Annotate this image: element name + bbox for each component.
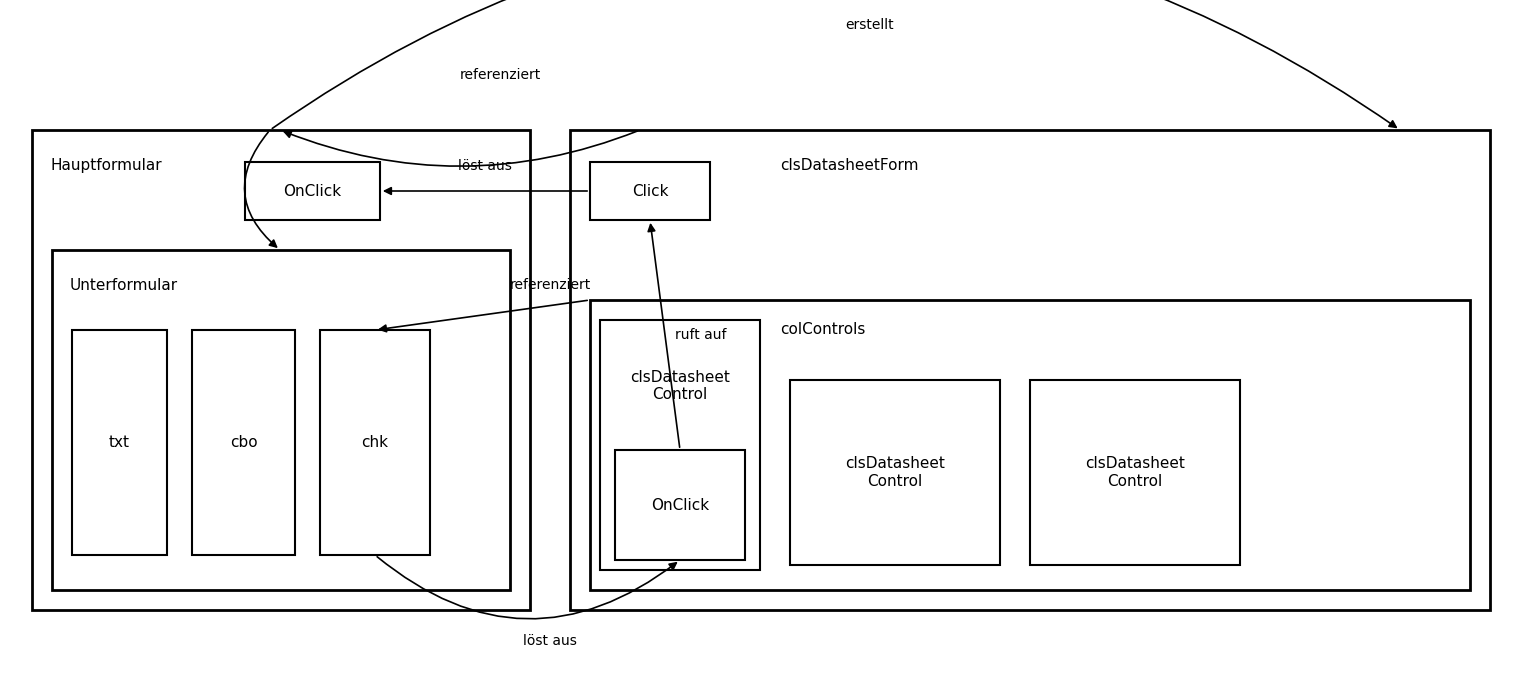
Text: clsDatasheet
Control: clsDatasheet Control [844, 456, 945, 489]
Text: referenziert: referenziert [460, 68, 541, 82]
Bar [244, 162, 380, 220]
Text: clsDatasheetForm: clsDatasheetForm [780, 158, 919, 173]
Bar [192, 330, 295, 555]
Text: löst aus: löst aus [458, 159, 512, 173]
Text: Click: Click [632, 184, 669, 199]
Bar [615, 450, 745, 560]
Bar [1031, 380, 1240, 565]
Bar [72, 330, 166, 555]
Text: Hauptformular: Hauptformular [50, 158, 162, 173]
Bar [589, 162, 710, 220]
Text: löst aus: löst aus [524, 634, 577, 648]
Bar [570, 130, 1490, 610]
Bar [789, 380, 1000, 565]
Text: cbo: cbo [229, 435, 258, 450]
Text: chk: chk [362, 435, 388, 450]
Bar [589, 300, 1471, 590]
Bar [321, 330, 431, 555]
Text: erstellt: erstellt [846, 18, 895, 32]
Text: clsDatasheet
Control: clsDatasheet Control [1086, 456, 1185, 489]
Text: Unterformular: Unterformular [70, 278, 179, 293]
Bar [600, 320, 760, 570]
Text: ruft auf: ruft auf [675, 328, 727, 342]
Text: OnClick: OnClick [651, 497, 709, 513]
Text: colControls: colControls [780, 322, 866, 337]
Text: OnClick: OnClick [284, 184, 342, 199]
Bar [52, 250, 510, 590]
Text: clsDatasheet
Control: clsDatasheet Control [631, 370, 730, 402]
Text: txt: txt [108, 435, 130, 450]
Text: referenziert: referenziert [510, 278, 591, 292]
Bar [32, 130, 530, 610]
